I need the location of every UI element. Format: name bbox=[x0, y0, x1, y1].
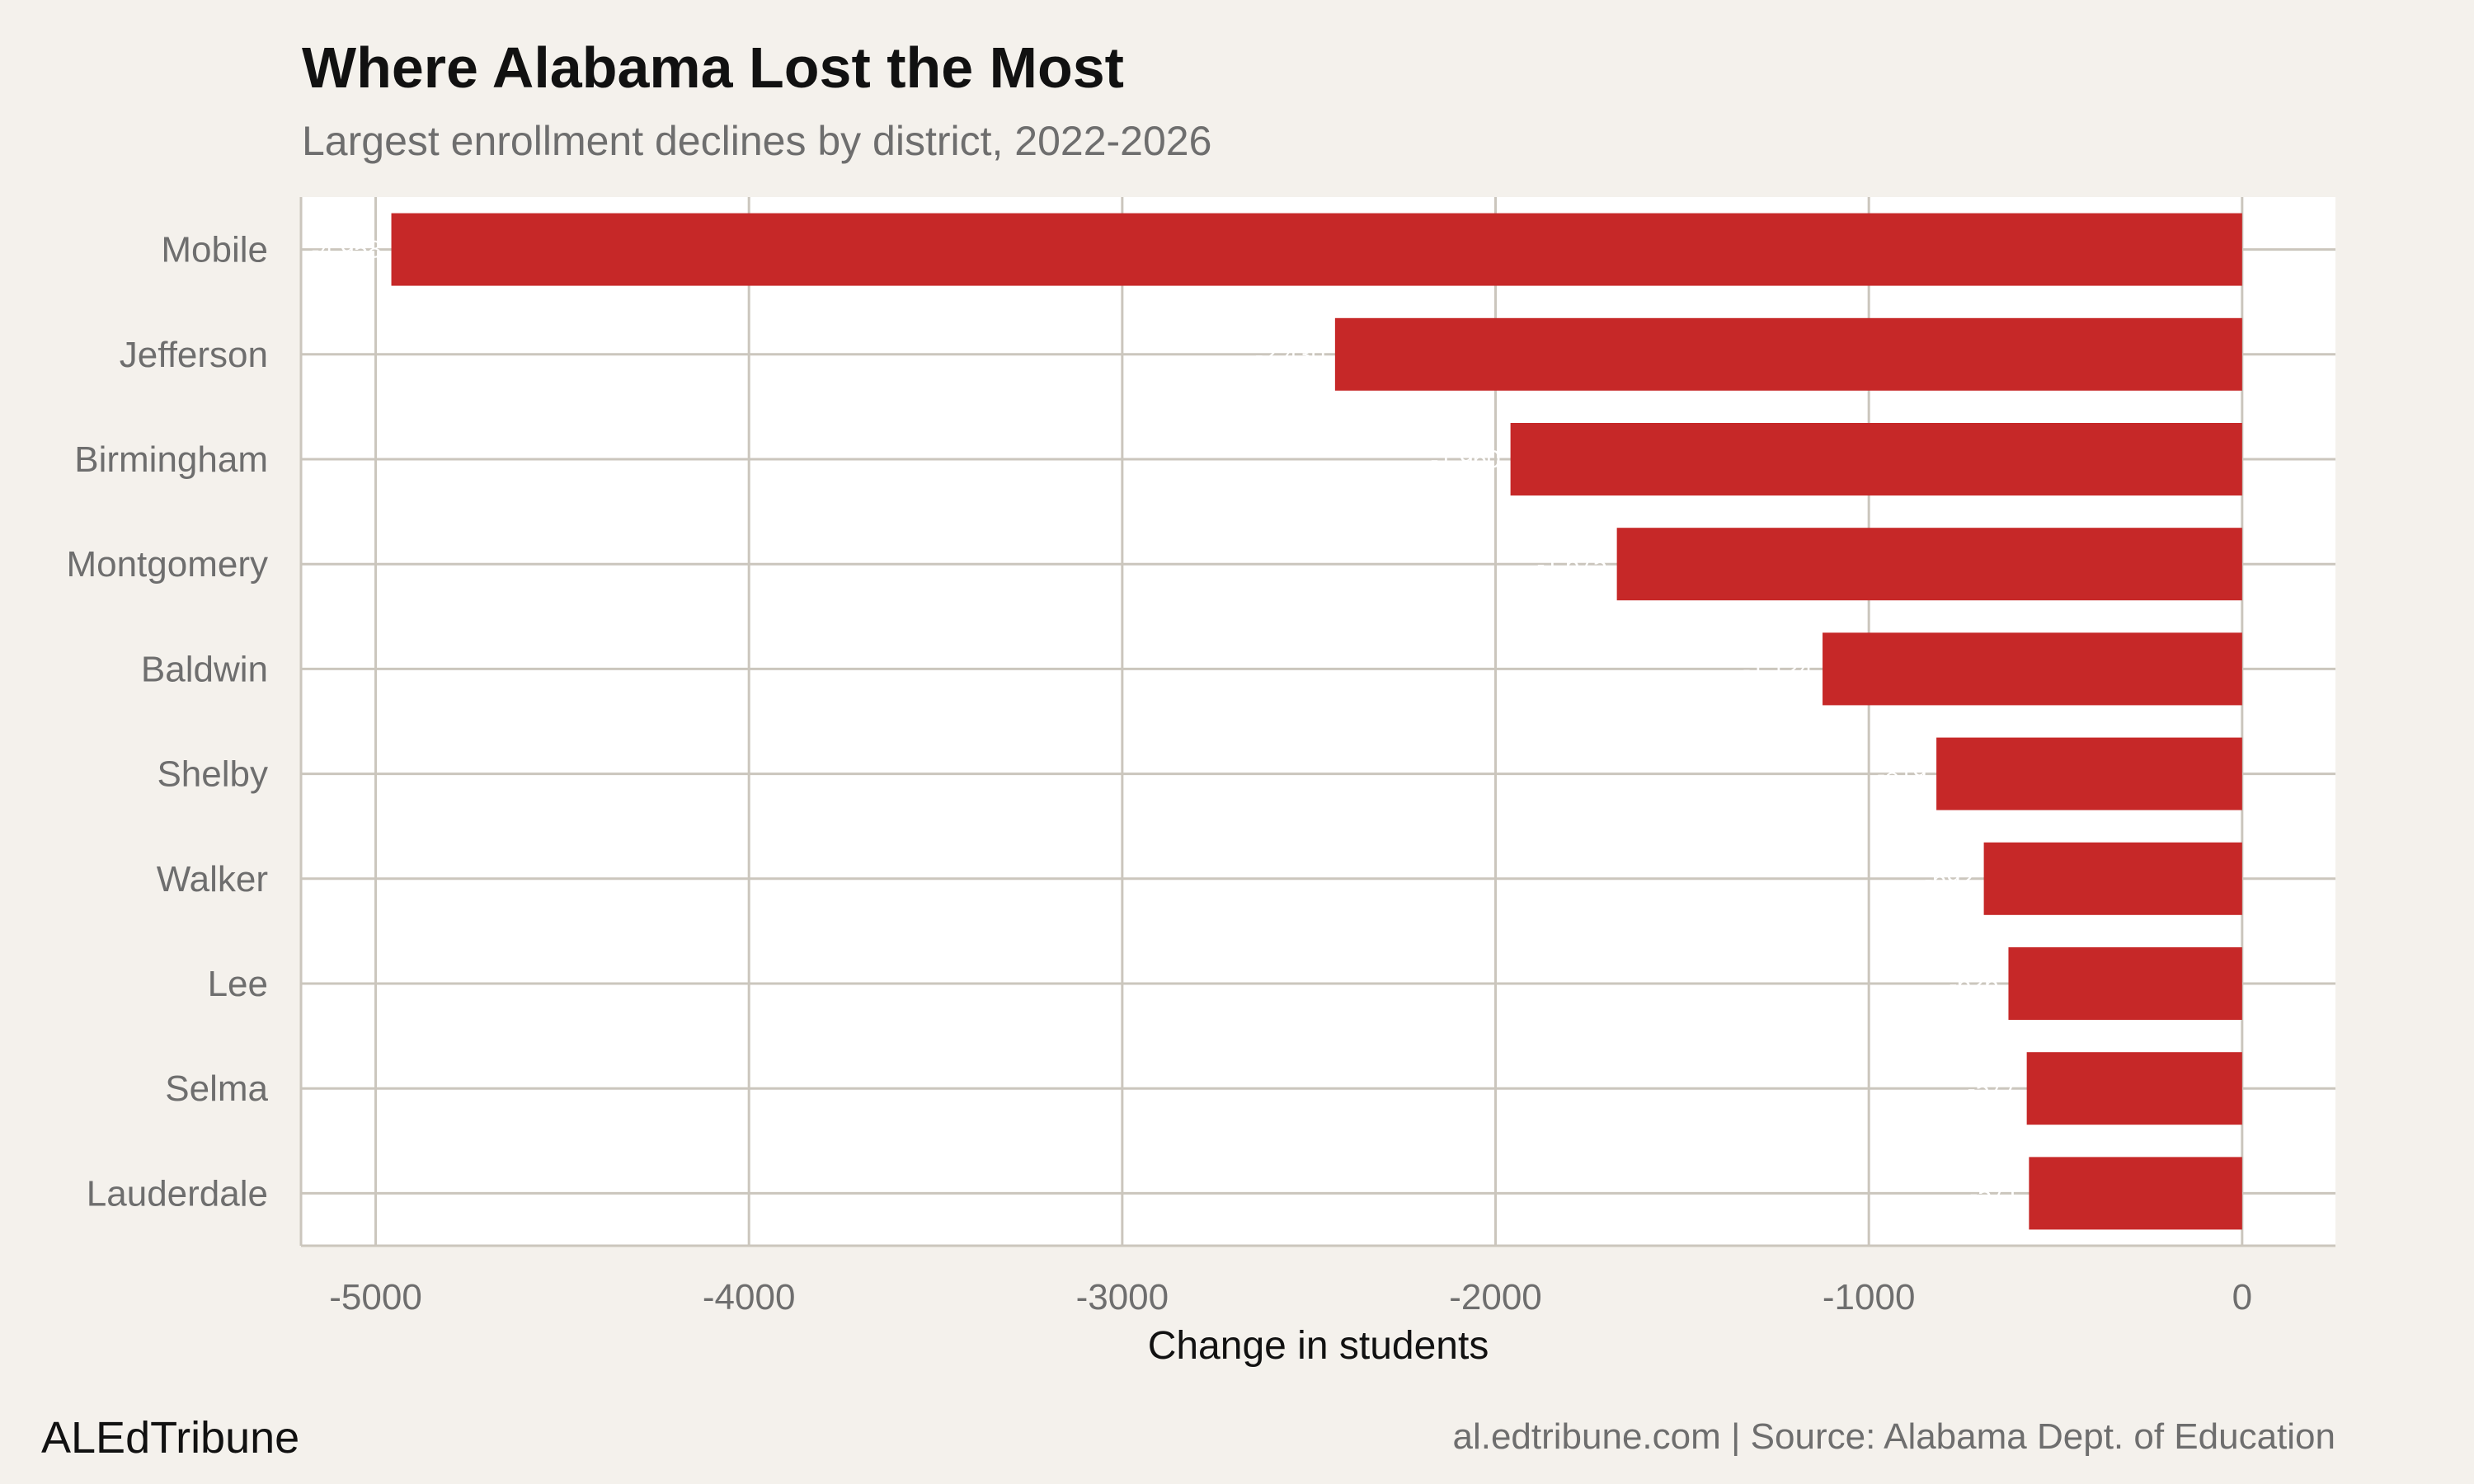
y-tick-label: Walker bbox=[157, 859, 268, 899]
data-label: -571 bbox=[1969, 1180, 2019, 1207]
x-tick-label: -1000 bbox=[1823, 1277, 1916, 1317]
bar bbox=[2008, 947, 2242, 1020]
y-tick-label: Birmingham bbox=[74, 439, 268, 480]
y-tick-label: Montgomery bbox=[66, 544, 268, 585]
data-label: -1,960 bbox=[1431, 446, 1501, 473]
data-label: -1,675 bbox=[1537, 551, 1607, 578]
data-label: -2,430 bbox=[1255, 341, 1325, 369]
data-label: -4,958 bbox=[311, 237, 381, 264]
y-tick-label: Shelby bbox=[157, 754, 268, 795]
bar bbox=[1823, 632, 2242, 706]
y-tick-label: Lauderdale bbox=[87, 1173, 268, 1214]
data-label: -577 bbox=[1968, 1075, 2017, 1102]
x-tick-label: -3000 bbox=[1076, 1277, 1169, 1317]
bar bbox=[1616, 528, 2242, 601]
y-tick-label: Mobile bbox=[161, 230, 268, 270]
source-note: al.edtribune.com | Source: Alabama Dept.… bbox=[1452, 1416, 2335, 1457]
bar bbox=[1510, 423, 2242, 495]
bar bbox=[1334, 317, 2242, 391]
brand-logo-text: ALEdTribune bbox=[41, 1413, 300, 1463]
x-tick-label: -2000 bbox=[1449, 1277, 1542, 1317]
data-label: -1,124 bbox=[1743, 655, 1813, 683]
data-label: -692 bbox=[1925, 866, 1974, 893]
bar bbox=[2029, 1157, 2242, 1230]
y-tick-label: Selma bbox=[165, 1068, 268, 1109]
x-tick-label: -4000 bbox=[703, 1277, 796, 1317]
data-label: -626 bbox=[1949, 970, 1998, 998]
chart-title: Where Alabama Lost the Most bbox=[302, 35, 1124, 100]
y-tick-label: Jefferson bbox=[120, 335, 268, 375]
bar bbox=[2026, 1052, 2242, 1125]
data-label: -819 bbox=[1877, 761, 1926, 788]
x-axis-title: Change in students bbox=[1148, 1324, 1489, 1368]
x-tick-label: -5000 bbox=[329, 1277, 422, 1317]
bar bbox=[1936, 737, 2242, 810]
y-tick-label: Baldwin bbox=[141, 649, 268, 689]
bar bbox=[1983, 842, 2242, 915]
bar bbox=[391, 213, 2242, 286]
y-tick-label: Lee bbox=[208, 964, 268, 1004]
chart-subtitle: Largest enrollment declines by district,… bbox=[302, 118, 1212, 164]
x-tick-label: 0 bbox=[2232, 1277, 2252, 1317]
